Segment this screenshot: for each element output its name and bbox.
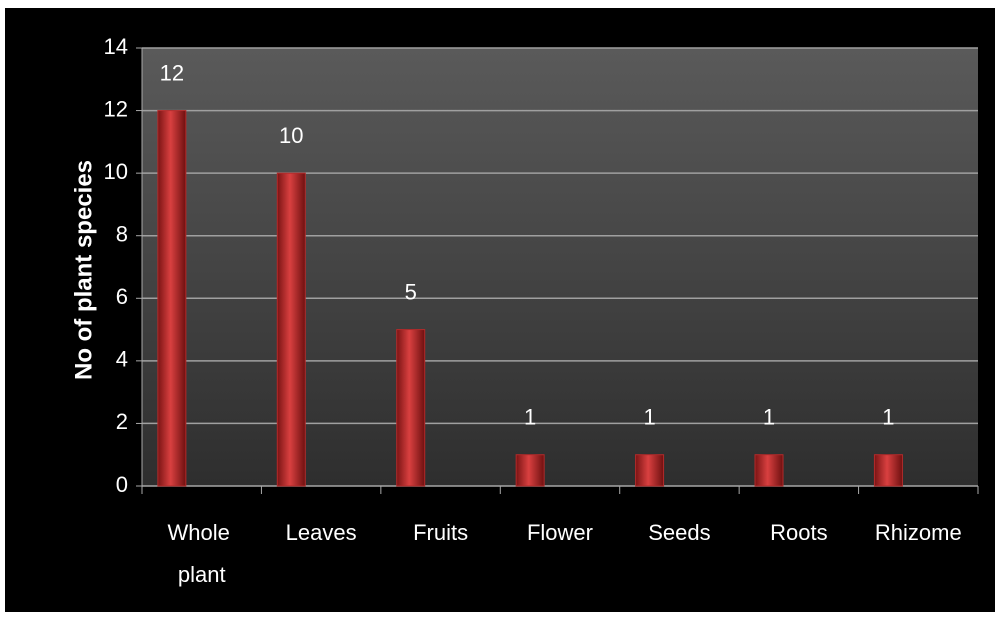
y-tick-label: 10 <box>104 159 128 184</box>
bar <box>873 454 903 487</box>
y-tick-label: 6 <box>116 284 128 309</box>
y-tick-label: 8 <box>116 222 128 247</box>
y-tick-label: 2 <box>116 409 128 434</box>
y-tick-label: 4 <box>116 347 128 372</box>
x-tick-label: Roots <box>770 520 827 545</box>
x-tick-label: Rhizome <box>875 520 962 545</box>
x-tick-label: Leaves <box>286 520 357 545</box>
plot-area <box>142 48 978 486</box>
y-tick-label: 14 <box>104 34 128 59</box>
bar <box>754 454 784 487</box>
bar <box>635 454 665 487</box>
y-tick-label: 12 <box>104 96 128 121</box>
x-tick-label: Seeds <box>648 520 710 545</box>
y-tick-label: 0 <box>116 472 128 497</box>
bar <box>515 454 545 487</box>
data-label: 5 <box>405 279 417 304</box>
data-label: 1 <box>882 405 894 430</box>
x-tick-label: Fruits <box>413 520 468 545</box>
bar <box>157 110 187 487</box>
bar <box>276 172 306 487</box>
data-label: 1 <box>643 405 655 430</box>
y-axis-title: No of plant species <box>70 160 97 380</box>
bar <box>396 329 426 487</box>
data-label: 1 <box>524 405 536 430</box>
x-tick-label: Flower <box>527 520 593 545</box>
data-label: 12 <box>160 60 184 85</box>
data-label: 1 <box>763 405 775 430</box>
data-label: 10 <box>279 123 303 148</box>
x-tick-label: Whole plant <box>167 520 235 587</box>
